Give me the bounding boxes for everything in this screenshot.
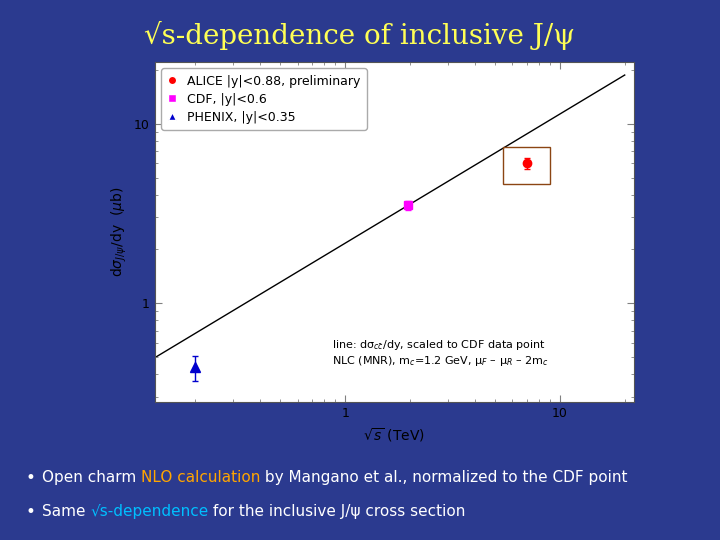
Text: by Mangano et al., normalized to the CDF point: by Mangano et al., normalized to the CDF… (260, 470, 628, 485)
Text: for the inclusive J/ψ cross section: for the inclusive J/ψ cross section (208, 504, 466, 519)
X-axis label: $\sqrt{s}$ (TeV): $\sqrt{s}$ (TeV) (363, 426, 426, 443)
Text: Same: Same (42, 504, 90, 519)
Text: √s-dependence of inclusive J/ψ: √s-dependence of inclusive J/ψ (145, 21, 575, 50)
Text: Open charm: Open charm (42, 470, 141, 485)
Text: NLO calculation: NLO calculation (141, 470, 260, 485)
Bar (503, 147, 550, 184)
Text: •: • (25, 469, 35, 487)
Y-axis label: d$\sigma_{J/\psi}$/dy  ($\mu$b): d$\sigma_{J/\psi}$/dy ($\mu$b) (109, 187, 128, 278)
Text: line: dσ$_{c\bar{c}}$/dy, scaled to CDF data point
NLC (MNR), m$_c$=1.2 GeV, μ$_: line: dσ$_{c\bar{c}}$/dy, scaled to CDF … (332, 338, 549, 368)
Legend: ALICE |y|<0.88, preliminary, CDF, |y|<0.6, PHENIX, |y|<0.35: ALICE |y|<0.88, preliminary, CDF, |y|<0.… (161, 69, 367, 130)
Text: √s-dependence: √s-dependence (90, 504, 208, 519)
Text: •: • (25, 503, 35, 521)
